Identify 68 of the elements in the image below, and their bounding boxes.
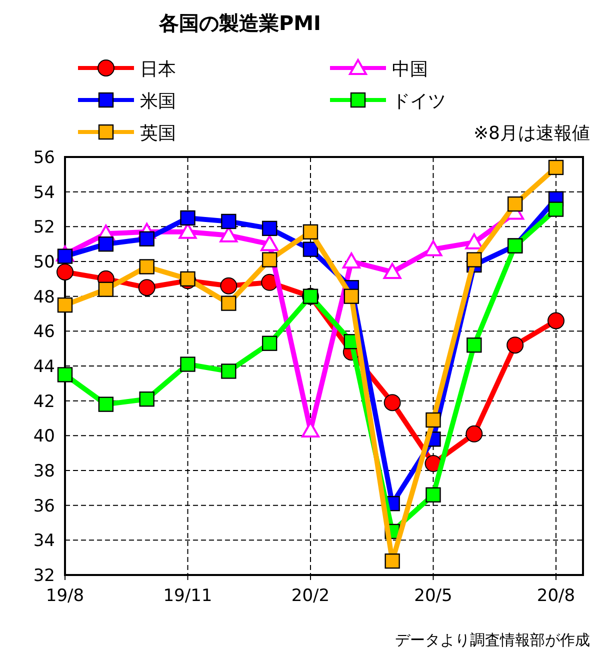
xtick: 20/5 (414, 586, 452, 606)
ytick: 32 (33, 566, 55, 586)
point (344, 288, 360, 304)
ytick: 36 (33, 496, 55, 516)
ytick: 40 (33, 426, 55, 447)
xtick: 20/8 (536, 586, 576, 606)
point (302, 242, 318, 257)
ytick: 46 (33, 322, 55, 342)
point (384, 553, 400, 569)
point (465, 233, 484, 250)
ytick: 48 (33, 287, 55, 308)
point (180, 356, 196, 372)
ytick: 34 (33, 531, 55, 552)
point (221, 296, 236, 311)
point (262, 220, 278, 236)
source: データより調査情報部が作成 (395, 631, 590, 649)
ytick: 56 (33, 148, 55, 168)
legend-label: 米国 (140, 91, 176, 112)
xtick: 19/11 (163, 586, 212, 606)
point (57, 297, 73, 313)
point (342, 252, 360, 268)
point (507, 196, 523, 212)
point (384, 394, 401, 412)
point (466, 252, 482, 268)
point (466, 338, 482, 353)
point (426, 412, 441, 428)
point (383, 262, 402, 279)
point (220, 277, 238, 294)
point (98, 282, 114, 297)
point (548, 202, 564, 217)
point (424, 240, 442, 256)
legend-label: 中国 (392, 59, 428, 80)
ytick: 52 (33, 218, 55, 238)
point (139, 391, 154, 407)
point (262, 336, 278, 351)
ytick: 44 (33, 357, 55, 377)
point (221, 214, 236, 230)
point (138, 279, 156, 296)
point (98, 396, 114, 412)
point (56, 263, 74, 280)
legend-label: 英国 (140, 123, 176, 144)
point (506, 336, 524, 354)
point (180, 210, 196, 226)
point (261, 274, 278, 291)
title: 各国の製造業PMI (159, 11, 321, 35)
legend-label: 日本 (140, 59, 176, 80)
point (180, 271, 196, 287)
point (424, 455, 442, 472)
note: ※8月は速報値 (473, 123, 590, 144)
point (57, 367, 73, 382)
point (548, 160, 564, 176)
point (426, 487, 441, 502)
xtick: 19/8 (46, 586, 84, 606)
point (466, 425, 483, 442)
point (98, 236, 114, 252)
ytick: 38 (33, 462, 55, 482)
point (139, 231, 154, 246)
point (260, 235, 279, 252)
point (139, 259, 154, 274)
ytick: 54 (33, 182, 55, 203)
point (221, 364, 236, 379)
point (547, 312, 564, 330)
ytick: 50 (33, 252, 55, 272)
point (262, 252, 278, 268)
legend-label: ドイツ (392, 91, 446, 112)
ytick: 42 (33, 392, 55, 412)
xtick: 20/2 (291, 586, 330, 606)
point (302, 224, 318, 240)
